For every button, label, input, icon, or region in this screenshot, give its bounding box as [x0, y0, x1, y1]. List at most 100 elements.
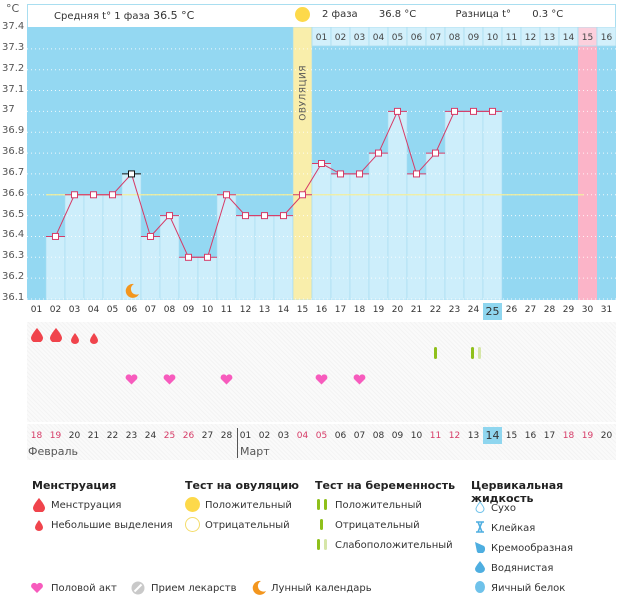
calendar-date[interactable]: 25: [163, 431, 176, 441]
cycle-day-label[interactable]: 21: [410, 305, 423, 315]
cycle-day-label[interactable]: 29: [562, 305, 575, 315]
calendar-date[interactable]: 19: [49, 431, 62, 441]
calendar-date[interactable]: 08: [372, 431, 385, 441]
cervical-eggwhite-icon: [475, 581, 485, 593]
legend-ovulation-test-title: Тест на овуляцию: [185, 479, 299, 492]
calendar-date[interactable]: 20: [68, 431, 81, 441]
calendar-date[interactable]: 15: [505, 431, 518, 441]
legend-pregnancy-negative: Отрицательный: [335, 520, 420, 531]
cycle-day-label[interactable]: 08: [163, 305, 176, 315]
calendar-date[interactable]: 17: [543, 431, 556, 441]
temperature-point: [356, 170, 363, 178]
temperature-point: [470, 107, 477, 115]
cervical-creamy-icon: [475, 542, 485, 553]
temperature-bar: [444, 111, 465, 300]
phase2-day-label: 12: [525, 33, 536, 43]
pregnancy-positive-icon-a: [317, 499, 320, 510]
cycle-day-label[interactable]: 17: [334, 305, 347, 315]
calendar-date[interactable]: 16: [524, 431, 537, 441]
intercourse-heart-icon: [315, 370, 328, 389]
cycle-day-label[interactable]: 23: [448, 305, 461, 315]
temperature-point: [147, 232, 154, 240]
calendar-date[interactable]: 24: [144, 431, 157, 441]
cycle-day-label[interactable]: 19: [372, 305, 385, 315]
calendar-date[interactable]: 07: [353, 431, 366, 441]
calendar-date[interactable]: 21: [87, 431, 100, 441]
calendar-date[interactable]: 18: [30, 431, 43, 441]
calendar-date[interactable]: 11: [429, 431, 442, 441]
calendar-date[interactable]: 23: [125, 431, 138, 441]
cycle-day-label[interactable]: 10: [201, 305, 214, 315]
calendar-date[interactable]: 09: [391, 431, 404, 441]
cycle-day-label[interactable]: 07: [144, 305, 157, 315]
temperature-bar: [121, 173, 142, 300]
cycle-day-label[interactable]: 31: [600, 305, 613, 315]
temperature-bar: [349, 173, 370, 300]
temperature-bar: [406, 173, 427, 300]
temperature-bar: [387, 111, 408, 300]
calendar-date[interactable]: 03: [277, 431, 290, 441]
cervical-sticky-icon: [476, 521, 484, 533]
pregnancy-weak-icon-b: [324, 539, 327, 550]
calendar-date[interactable]: 12: [448, 431, 461, 441]
temperature-bar: [311, 163, 332, 300]
cycle-day-label[interactable]: 11: [220, 305, 233, 315]
legend-cervical-sticky: Клейкая: [491, 523, 536, 534]
calendar-date[interactable]: 18: [562, 431, 575, 441]
cycle-day-label[interactable]: 06: [125, 305, 138, 315]
y-tick-label: 36.1: [2, 292, 25, 303]
calendar-date[interactable]: 22: [106, 431, 119, 441]
cycle-day-label[interactable]: 04: [87, 305, 100, 315]
phase2-day-label: 01: [316, 33, 327, 43]
ovulation-label: ОВУЛЯЦИЯ: [299, 65, 309, 121]
cycle-day-label[interactable]: 28: [543, 305, 556, 315]
cycle-day-label[interactable]: 13: [258, 305, 271, 315]
cycle-day-label[interactable]: 16: [315, 305, 328, 315]
phase1-label: Средняя t° 1 фаза: [54, 11, 150, 22]
cycle-day-label[interactable]: 15: [296, 305, 309, 315]
calendar-date[interactable]: 05: [315, 431, 328, 441]
cycle-day-label[interactable]: 14: [277, 305, 290, 315]
unit-label: °C: [6, 2, 20, 15]
calendar-date[interactable]: 06: [334, 431, 347, 441]
calendar-date[interactable]: 27: [201, 431, 214, 441]
cycle-day-label[interactable]: 22: [429, 305, 442, 315]
pregnancy-test-negative-icon: [433, 347, 437, 359]
cycle-day-label[interactable]: 30: [581, 305, 594, 315]
calendar-date[interactable]: 20: [600, 431, 613, 441]
cycle-day-label[interactable]: 26: [505, 305, 518, 315]
temperature-point: [166, 212, 173, 220]
cycle-day-label[interactable]: 01: [30, 305, 43, 315]
cycle-day-label[interactable]: 25: [483, 303, 502, 320]
cycle-day-label[interactable]: 09: [182, 305, 195, 315]
cycle-day-label[interactable]: 20: [391, 305, 404, 315]
cycle-day-label[interactable]: 12: [239, 305, 252, 315]
cycle-day-label[interactable]: 27: [524, 305, 537, 315]
temperature-point: [394, 107, 401, 115]
moon-icon: [252, 580, 266, 595]
cycle-day-label[interactable]: 18: [353, 305, 366, 315]
legend-moon-calendar: Лунный календарь: [271, 583, 372, 594]
legend-ovulation-positive: Положительный: [205, 500, 292, 511]
legend-menstruation-title: Менструация: [32, 479, 117, 492]
ovulation-sun-icon: [295, 7, 310, 22]
y-tick-label: 36.5: [2, 208, 25, 220]
moon-icon: [124, 283, 140, 303]
calendar-date[interactable]: 26: [182, 431, 195, 441]
calendar-date[interactable]: 01: [239, 431, 252, 441]
legend-intercourse: Половой акт: [51, 583, 117, 594]
calendar-date[interactable]: 04: [296, 431, 309, 441]
calendar-date[interactable]: 19: [581, 431, 594, 441]
y-tick-label: 36.2: [2, 271, 25, 283]
intercourse-heart-icon: [125, 370, 138, 389]
cycle-day-label[interactable]: 05: [106, 305, 119, 315]
cycle-day-label[interactable]: 24: [467, 305, 480, 315]
cycle-day-label[interactable]: 02: [49, 305, 62, 315]
calendar-date[interactable]: 02: [258, 431, 271, 441]
cycle-day-label[interactable]: 03: [68, 305, 81, 315]
calendar-date[interactable]: 10: [410, 431, 423, 441]
calendar-date[interactable]: 28: [220, 431, 233, 441]
spotting-drop-icon: [70, 329, 79, 348]
calendar-date-today[interactable]: 14: [483, 427, 502, 444]
calendar-date[interactable]: 13: [467, 431, 480, 441]
